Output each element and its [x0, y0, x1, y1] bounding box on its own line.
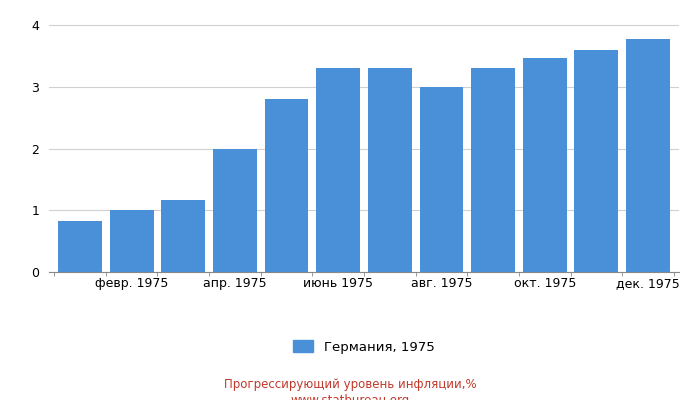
- Text: Прогрессирующий уровень инфляции,%: Прогрессирующий уровень инфляции,%: [224, 378, 476, 391]
- Bar: [419, 87, 463, 272]
- Bar: [368, 68, 412, 272]
- Bar: [58, 221, 102, 272]
- Bar: [161, 200, 205, 272]
- Bar: [523, 58, 567, 272]
- Bar: [213, 149, 257, 272]
- Bar: [626, 40, 670, 272]
- Legend: Германия, 1975: Германия, 1975: [288, 335, 440, 359]
- Bar: [575, 50, 618, 272]
- Bar: [265, 99, 309, 272]
- Bar: [316, 68, 360, 272]
- Bar: [110, 210, 153, 272]
- Bar: [471, 68, 515, 272]
- Text: www.statbureau.org: www.statbureau.org: [290, 394, 410, 400]
